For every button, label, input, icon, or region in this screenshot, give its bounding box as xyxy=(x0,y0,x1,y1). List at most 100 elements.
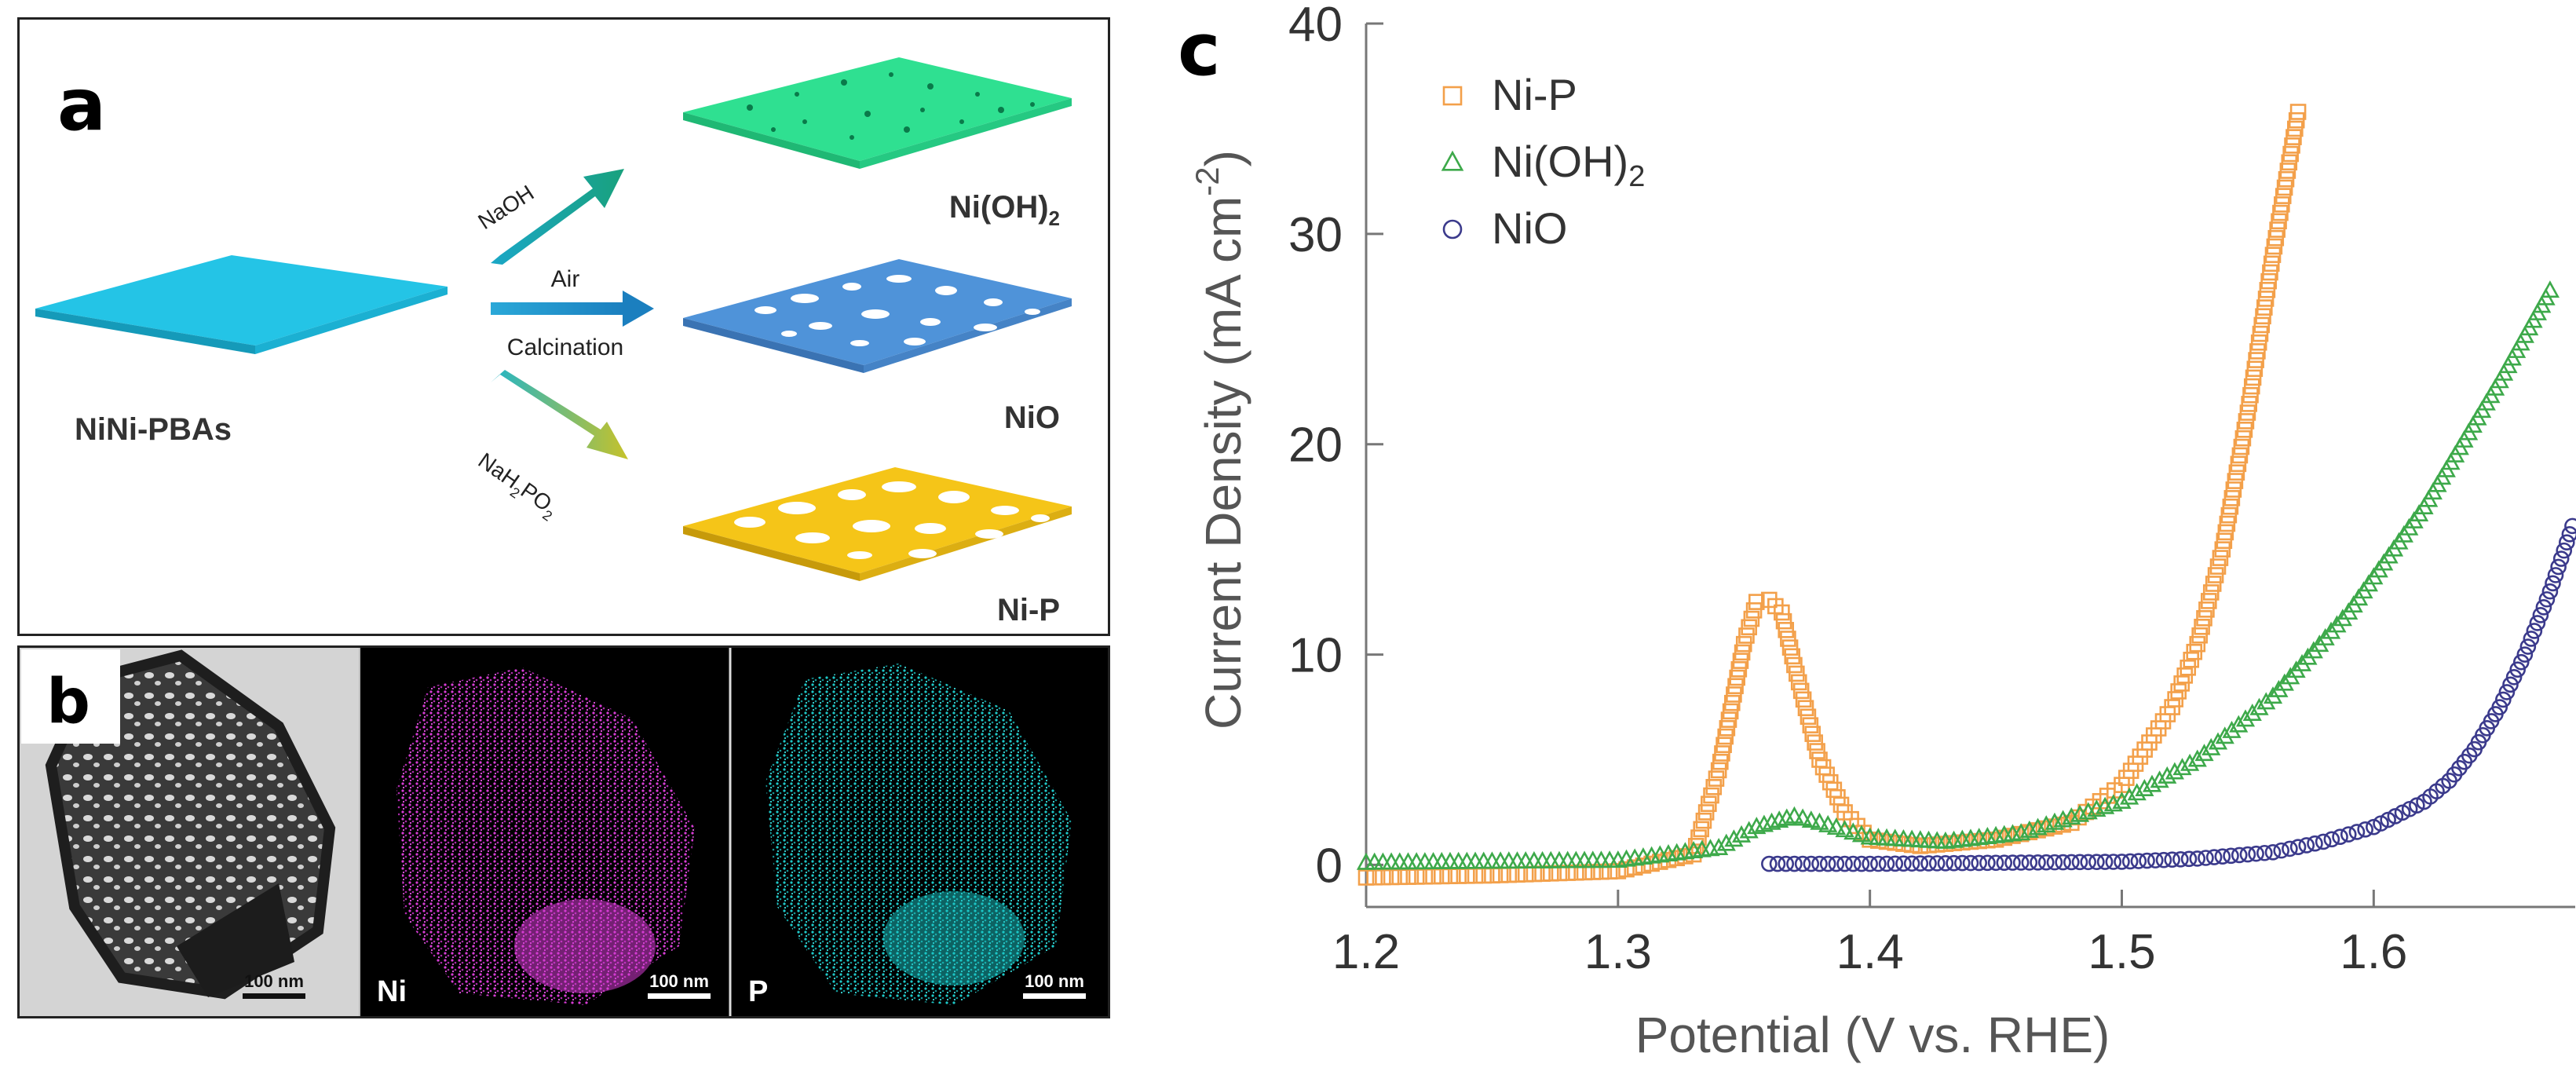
data-point xyxy=(2191,627,2208,644)
x-tick-label: 1.6 xyxy=(2340,925,2407,979)
data-point xyxy=(2256,299,2273,316)
data-point xyxy=(1800,708,1817,726)
y-tick-label: 40 xyxy=(1288,0,1343,52)
legend-marker xyxy=(1442,86,1463,106)
precursor-label: NiNi-PBAs xyxy=(75,412,232,447)
data-point xyxy=(1727,678,1744,695)
data-point xyxy=(2288,112,2305,129)
data-point xyxy=(2564,517,2576,535)
data-point xyxy=(2287,120,2304,137)
legend-marker xyxy=(1442,219,1463,239)
data-point xyxy=(1690,829,1707,846)
data-point xyxy=(1745,602,1763,619)
data-point xyxy=(1828,855,1845,872)
data-point xyxy=(1714,745,1730,762)
data-point xyxy=(2242,704,2262,722)
data-point xyxy=(1593,863,1610,880)
data-point xyxy=(1803,855,1820,872)
data-point xyxy=(1778,622,1795,638)
data-point xyxy=(1971,854,1987,872)
data-point xyxy=(2263,255,2280,272)
data-point xyxy=(1701,795,1717,813)
data-point xyxy=(2198,601,2215,618)
ni-elemental-map: Ni 100 nm xyxy=(360,648,729,1016)
data-point xyxy=(1703,787,1719,804)
data-point xyxy=(2264,844,2282,861)
data-point xyxy=(1789,665,1805,682)
data-point xyxy=(2332,828,2348,846)
data-point xyxy=(1708,770,1725,787)
data-point xyxy=(2246,360,2264,378)
x-tick-label: 1.4 xyxy=(1836,925,1904,979)
data-point xyxy=(2207,567,2224,583)
series-square xyxy=(1357,104,2307,886)
data-point xyxy=(1723,694,1741,711)
data-point xyxy=(1709,837,1729,855)
panel-a-scheme: a NiNi-PBAs NaOH Air Calcination NaH2PO2 xyxy=(17,17,1110,636)
data-point xyxy=(2230,455,2247,473)
data-point xyxy=(2105,854,2122,870)
data-point xyxy=(1887,855,1904,872)
data-point xyxy=(2127,783,2147,801)
data-point xyxy=(2532,607,2549,623)
data-point xyxy=(1954,834,1971,851)
data-point xyxy=(1818,814,1838,832)
data-point xyxy=(2121,853,2139,870)
data-point xyxy=(2505,668,2523,686)
data-point xyxy=(2512,653,2530,671)
data-point xyxy=(2194,618,2210,635)
data-point xyxy=(2298,837,2315,854)
data-point xyxy=(2096,854,2114,870)
data-point xyxy=(2256,692,2276,710)
data-point xyxy=(2120,787,2139,805)
data-point xyxy=(1785,806,1804,824)
data-point xyxy=(1844,855,1862,872)
data-point xyxy=(1584,864,1602,880)
data-point xyxy=(1946,835,1962,852)
data-point xyxy=(1843,822,1863,840)
data-point xyxy=(2205,849,2223,865)
p-scale-label: 100 nm xyxy=(1025,971,1084,991)
data-point xyxy=(2231,846,2248,864)
data-point xyxy=(1802,717,1819,733)
data-point xyxy=(2274,196,2290,213)
data-point xyxy=(2559,534,2575,551)
product-sheet-nip xyxy=(683,467,1072,581)
data-point xyxy=(1710,762,1727,779)
tem-image: b 100 nm xyxy=(20,648,359,1016)
data-point xyxy=(1726,686,1742,703)
data-point xyxy=(1542,865,1559,882)
data-point xyxy=(2147,852,2164,868)
data-point xyxy=(2259,281,2276,298)
data-point xyxy=(1928,855,1946,872)
data-point xyxy=(2189,850,2206,867)
legend-label: NiO xyxy=(1492,203,1567,253)
data-point xyxy=(1912,855,1929,872)
data-point xyxy=(2547,567,2564,583)
data-point xyxy=(1784,648,1801,665)
data-point xyxy=(1484,867,1500,884)
data-point xyxy=(1774,604,1790,621)
p-map-label: P xyxy=(748,975,768,1008)
data-point xyxy=(1712,753,1729,770)
data-point xyxy=(2216,532,2233,550)
y-axis: 0 10 20 30 40 xyxy=(1288,0,1383,893)
series-layer xyxy=(1356,104,2576,886)
data-point xyxy=(2275,188,2292,204)
data-point xyxy=(1786,855,1803,872)
arrow-route-naoh xyxy=(491,169,624,265)
data-point xyxy=(1862,831,1878,848)
data-point xyxy=(1730,661,1748,678)
data-point xyxy=(2286,129,2302,145)
data-point xyxy=(1761,855,1778,872)
data-point xyxy=(1383,868,1400,886)
data-point xyxy=(2228,464,2245,481)
data-point xyxy=(2267,229,2285,247)
data-point xyxy=(1738,627,1755,644)
data-point xyxy=(2495,691,2512,708)
data-point xyxy=(1778,855,1795,872)
data-point xyxy=(2135,778,2154,796)
y-tick-label: 0 xyxy=(1316,839,1343,893)
data-point xyxy=(1450,868,1467,884)
data-point xyxy=(2526,623,2543,639)
